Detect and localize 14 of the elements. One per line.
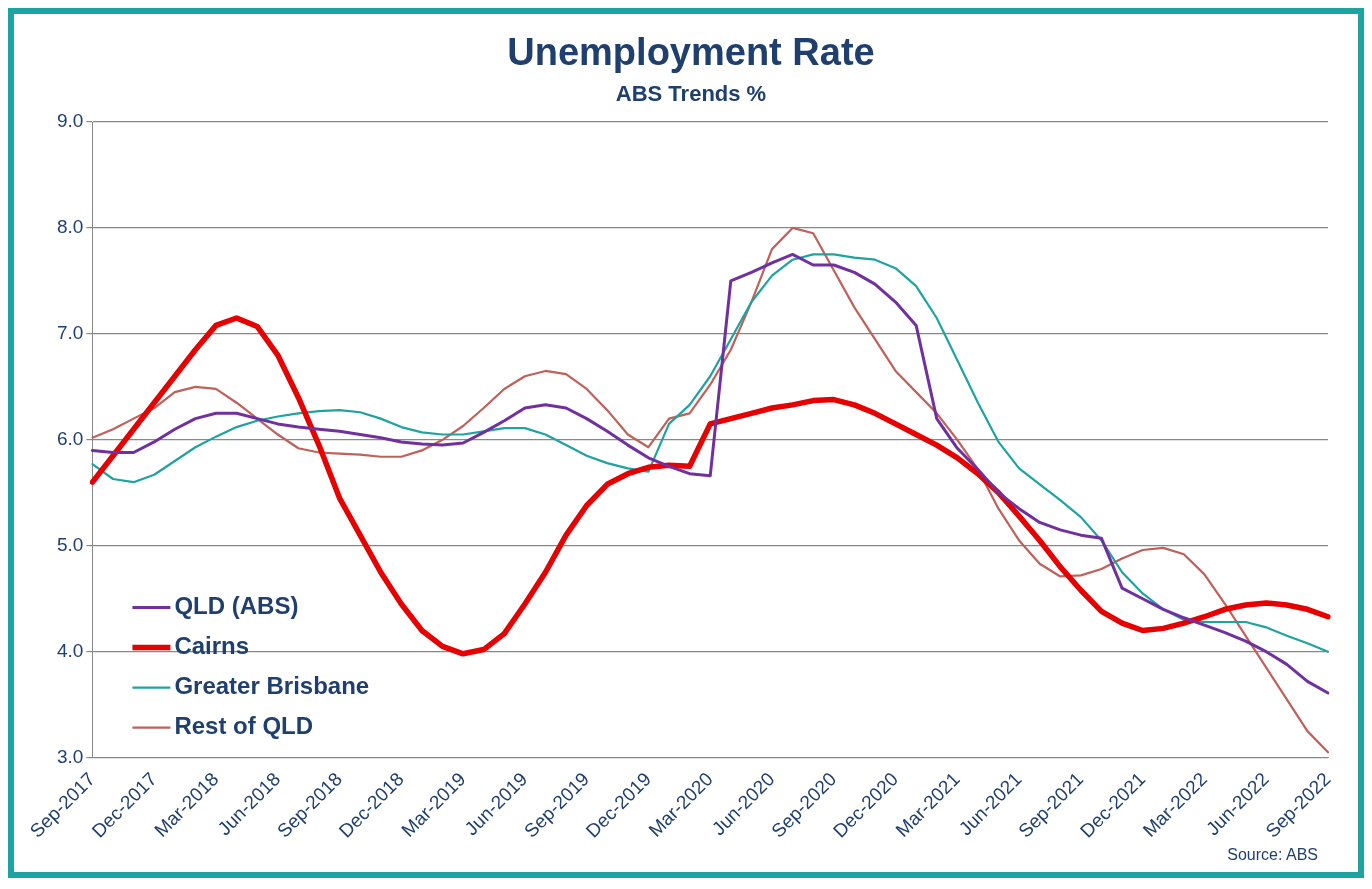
y-tick-label: 7.0 [56,322,84,344]
chart-subtitle: ABS Trends % [615,80,767,106]
y-tick-label: 9.0 [56,110,84,132]
y-tick-label: 8.0 [56,216,84,238]
legend-label: Greater Brisbane [174,672,370,700]
source-note: Source: ABS [1227,846,1318,864]
legend-label: QLD (ABS) [174,592,299,620]
legend-label: Cairns [174,632,250,660]
y-tick-label: 5.0 [56,533,84,555]
y-tick-label: 4.0 [56,639,84,661]
chart-title: Unemployment Rate [507,31,875,74]
legend-label: Rest of QLD [174,712,314,740]
y-tick-label: 6.0 [56,428,84,450]
y-tick-label: 3.0 [56,745,84,767]
